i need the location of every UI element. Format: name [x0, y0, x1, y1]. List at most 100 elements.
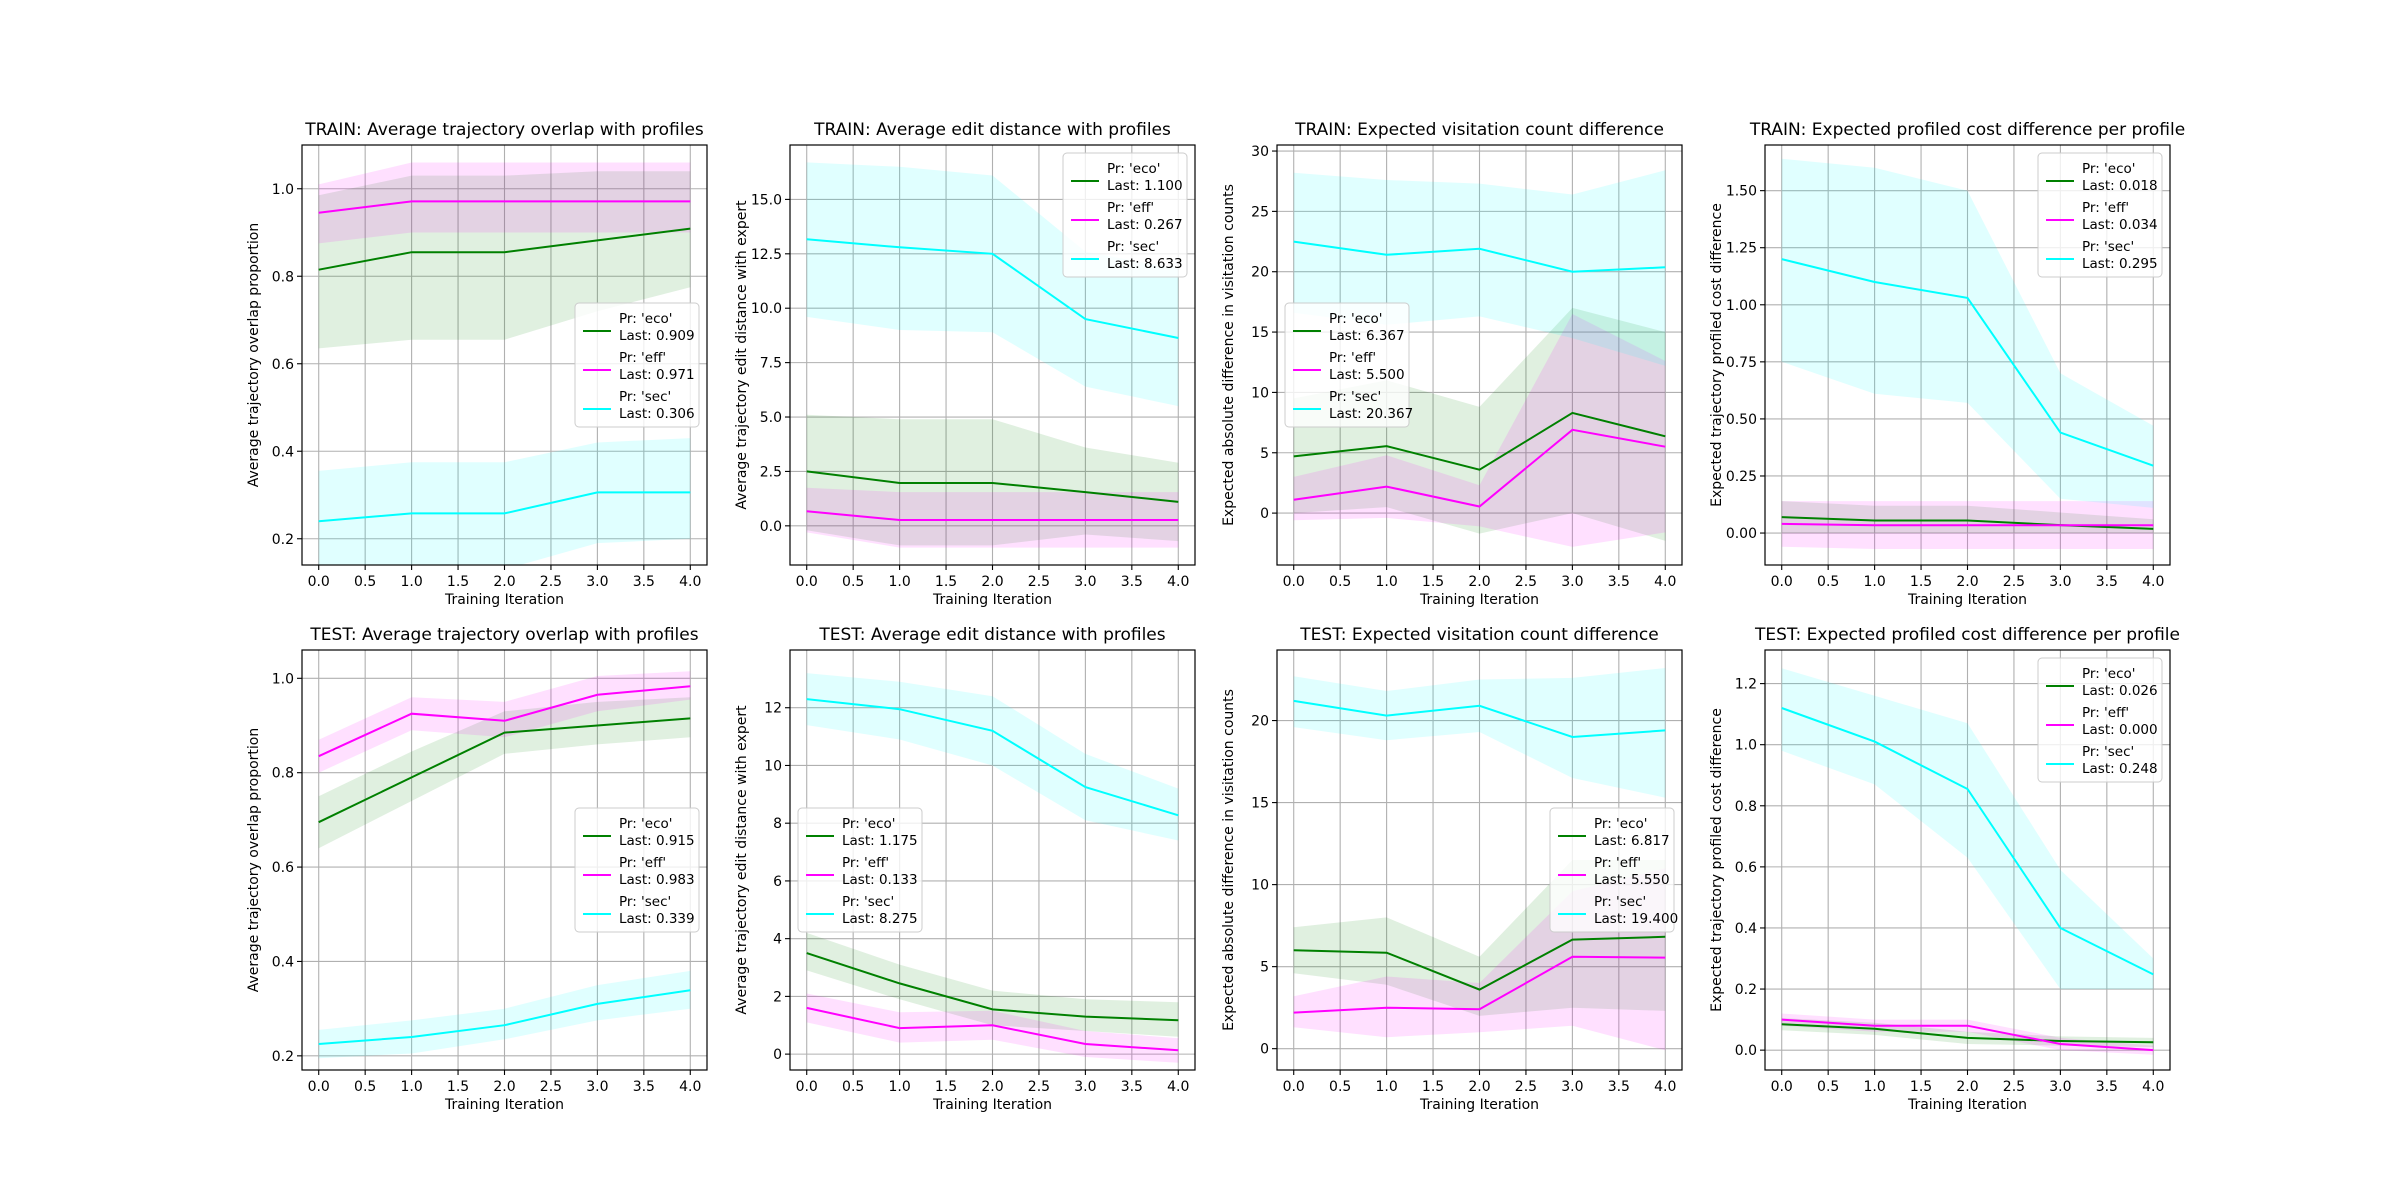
chart-6-legend-last-eff: Last: 5.550 — [1594, 872, 1670, 888]
chart-2-legend-box — [1284, 302, 1410, 428]
chart-0-xtick-label-8: 4.0 — [679, 574, 701, 590]
chart-0-ytick-label-3: 0.8 — [272, 269, 294, 285]
chart-4-ytick-label-1: 0.4 — [272, 954, 294, 970]
chart-1-legend-last-sec: Last: 8.633 — [1107, 256, 1183, 272]
chart-0-legend-last-eco: Last: 0.909 — [619, 328, 695, 344]
chart-1-title: TRAIN: Average edit distance with profil… — [813, 120, 1171, 140]
chart-1-legend-last-eco: Last: 1.100 — [1107, 178, 1183, 194]
chart-6-xtick-label-7: 3.5 — [1608, 1079, 1630, 1095]
chart-1-ytick-label-3: 7.5 — [760, 356, 782, 372]
chart-7-xtick-label-8: 4.0 — [2142, 1079, 2164, 1095]
chart-2-legend: Pr: 'eco'Last: 6.367 Pr: 'eff'Last: 5.500… — [1284, 302, 1413, 428]
chart-1-line-eco — [806, 470, 1179, 503]
chart-2-xtick-label-8: 4.0 — [1654, 574, 1676, 590]
chart-4-xtick-label-0: 0.0 — [308, 1079, 330, 1095]
chart-3-xtick-label-2: 1.0 — [1863, 574, 1885, 590]
chart-5-legend-last-sec: Last: 8.275 — [842, 911, 918, 927]
chart-3-ytick-label-4: 1.00 — [1726, 298, 1757, 314]
chart-6-legend-last-eco: Last: 6.817 — [1594, 833, 1670, 849]
chart-6-legend-box — [1549, 807, 1675, 933]
chart-7-xtick-label-1: 0.5 — [1817, 1079, 1839, 1095]
chart-5-legend-name-sec: Pr: 'sec' — [842, 894, 894, 910]
chart-3-xtick-label-5: 2.5 — [2003, 574, 2025, 590]
chart-3-line-sec — [1781, 258, 2154, 467]
chart-5-xtick-label-4: 2.0 — [981, 1079, 1003, 1095]
chart-7-legend-last-eff: Last: 0.000 — [2082, 722, 2158, 738]
chart-1-plot-area — [806, 162, 1179, 548]
chart-0-legend-box — [574, 302, 700, 428]
chart-4-ytick-label-3: 0.8 — [272, 766, 294, 782]
chart-7-line-eff — [1781, 1018, 2154, 1052]
chart-5-line-eco — [806, 952, 1179, 1022]
chart-3-xtick-label-6: 3.0 — [2049, 574, 2071, 590]
chart-6-legend: Pr: 'eco'Last: 6.817 Pr: 'eff'Last: 5.550… — [1549, 807, 1678, 933]
chart-4-line-eco — [318, 717, 691, 824]
chart-7-xtick-label-4: 2.0 — [1956, 1079, 1978, 1095]
chart-3-line-eff — [1781, 522, 2154, 527]
chart-0-legend: Pr: 'eco'Last: 0.909 Pr: 'eff'Last: 0.971… — [574, 302, 700, 428]
chart-5-ytick-label-3: 6 — [773, 874, 782, 890]
chart-5-legend-name-eff: Pr: 'eff' — [842, 855, 889, 871]
chart-6-line-eco — [1293, 935, 1666, 991]
chart-4-xtick-label-8: 4.0 — [679, 1079, 701, 1095]
chart-5-ytick-label-5: 10 — [764, 758, 782, 774]
chart-6-title: TEST: Expected visitation count differen… — [1299, 625, 1658, 645]
chart-3-legend-last-eff: Last: 0.034 — [2082, 217, 2158, 233]
chart-6-xlabel: Training Iteration — [1419, 1097, 1539, 1113]
chart-0-line-sec — [318, 491, 691, 523]
chart-1-line-eff — [806, 510, 1179, 521]
chart-7-xtick-label-7: 3.5 — [2096, 1079, 2118, 1095]
chart-0-ytick-label-4: 1.0 — [272, 182, 294, 198]
chart-7-legend-last-sec: Last: 0.248 — [2082, 761, 2158, 777]
chart-5-legend-name-eco: Pr: 'eco' — [842, 816, 895, 832]
chart-7-line-eco — [1781, 1023, 2154, 1044]
chart-7: 0.0 0.5 1.0 1.5 2.0 2.5 3.0 3.5 4.0 0.0 0.2 0.4 0.6 0… — [1709, 625, 2180, 1113]
chart-2-xtick-label-1: 0.5 — [1329, 574, 1351, 590]
chart-6-xtick-label-4: 2.0 — [1468, 1079, 1490, 1095]
chart-2-band-eff — [1293, 314, 1666, 547]
chart-4-legend-name-sec: Pr: 'sec' — [619, 894, 671, 910]
chart-0-xlabel: Training Iteration — [444, 592, 564, 608]
chart-1-xtick-label-2: 1.0 — [888, 574, 910, 590]
chart-6-band-sec — [1293, 668, 1666, 798]
chart-2-title: TRAIN: Expected visitation count differe… — [1294, 120, 1664, 140]
chart-2-legend-last-eco: Last: 6.367 — [1329, 328, 1405, 344]
chart-7-line-sec — [1781, 707, 2154, 976]
chart-2-ytick-label-3: 15 — [1251, 325, 1269, 341]
chart-5-line-eff — [806, 1006, 1179, 1052]
chart-5-ytick-label-4: 8 — [773, 816, 782, 832]
chart-1-legend-name-eco: Pr: 'eco' — [1107, 161, 1160, 177]
chart-7-xtick-label-3: 1.5 — [1910, 1079, 1932, 1095]
chart-5-xtick-label-3: 1.5 — [935, 1079, 957, 1095]
chart-3-legend-name-sec: Pr: 'sec' — [2082, 239, 2134, 255]
chart-0-xtick-label-3: 1.5 — [447, 574, 469, 590]
chart-0-plot-area — [318, 162, 691, 565]
chart-3-ytick-label-1: 0.25 — [1726, 469, 1757, 485]
chart-4-ytick-label-0: 0.2 — [272, 1049, 294, 1065]
chart-5-legend-last-eco: Last: 1.175 — [842, 833, 918, 849]
chart-4-xtick-label-3: 1.5 — [447, 1079, 469, 1095]
chart-1-xtick-label-4: 2.0 — [981, 574, 1003, 590]
chart-2-xtick-label-6: 3.0 — [1561, 574, 1583, 590]
chart-7-xtick-label-0: 0.0 — [1771, 1079, 1793, 1095]
chart-4-legend-name-eff: Pr: 'eff' — [619, 855, 666, 871]
chart-6-xtick-label-1: 0.5 — [1329, 1079, 1351, 1095]
chart-5-xtick-label-8: 4.0 — [1167, 1079, 1189, 1095]
chart-1-legend-last-eff: Last: 0.267 — [1107, 217, 1183, 233]
chart-6-xtick-label-3: 1.5 — [1422, 1079, 1444, 1095]
chart-0-xtick-label-0: 0.0 — [308, 574, 330, 590]
chart-4-legend: Pr: 'eco'Last: 0.915 Pr: 'eff'Last: 0.983… — [574, 807, 700, 933]
chart-7-band-sec — [1781, 668, 2154, 990]
chart-6-ytick-label-1: 5 — [1260, 960, 1269, 976]
chart-2: 0.0 0.5 1.0 1.5 2.0 2.5 3.0 3.5 4.0 0 5 10 15 20 25 30 T… — [1221, 120, 1683, 608]
chart-6-legend-name-sec: Pr: 'sec' — [1594, 894, 1646, 910]
chart-1-xtick-label-5: 2.5 — [1028, 574, 1050, 590]
chart-7-legend-name-sec: Pr: 'sec' — [2082, 744, 2134, 760]
chart-7-ytick-label-1: 0.2 — [1735, 982, 1757, 998]
chart-3-ytick-label-3: 0.75 — [1726, 355, 1757, 371]
chart-3: 0.0 0.5 1.0 1.5 2.0 2.5 3.0 3.5 4.0 0.00 0.25 0.50 0… — [1709, 120, 2185, 608]
chart-4-plot-area — [318, 671, 691, 1059]
chart-2-band-eco — [1293, 307, 1666, 541]
chart-7-ytick-label-5: 1.0 — [1735, 738, 1757, 754]
